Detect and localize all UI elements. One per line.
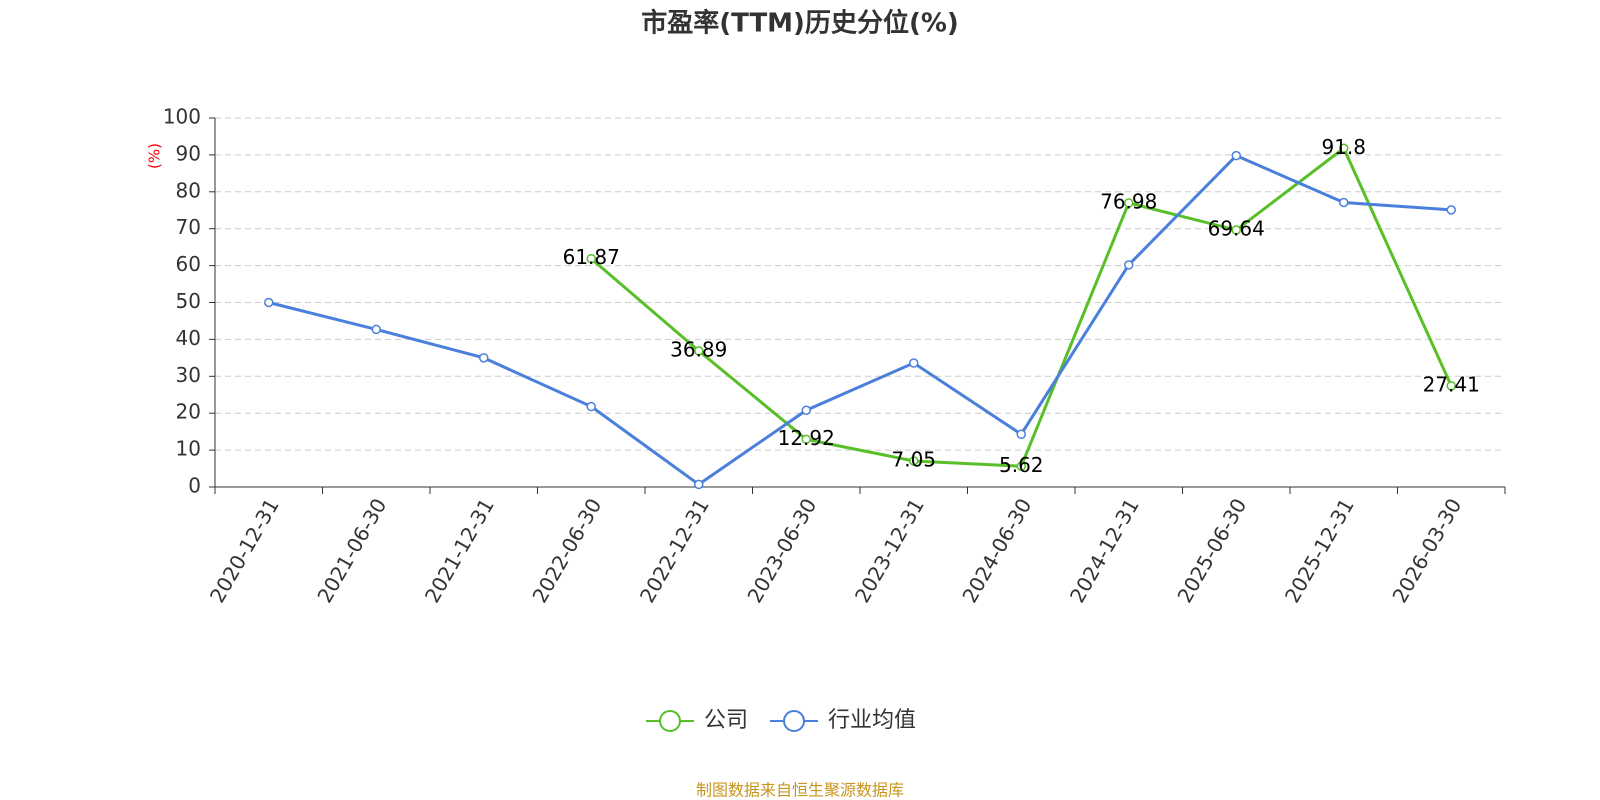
point bbox=[1446, 205, 1456, 215]
y-axis-label: (%) bbox=[146, 143, 164, 169]
y-tick-label: 100 bbox=[163, 105, 201, 129]
legend-label[interactable]: 行业均值 bbox=[828, 708, 916, 733]
point bbox=[1016, 461, 1026, 472]
data-label: 5.62 bbox=[999, 453, 1044, 477]
x-tick-label: 2023-12-31 bbox=[850, 494, 929, 607]
legend-marker[interactable] bbox=[659, 710, 681, 732]
point bbox=[1016, 429, 1026, 439]
point bbox=[1124, 260, 1134, 270]
x-tick-label: 2021-06-30 bbox=[312, 494, 391, 607]
series-line bbox=[590, 145, 1453, 468]
data-label: 7.05 bbox=[891, 447, 936, 471]
y-tick-label: 50 bbox=[176, 289, 201, 313]
x-tick-label: 2026-03-30 bbox=[1387, 494, 1466, 607]
legend-label[interactable]: 公司 bbox=[704, 708, 748, 733]
chart-title: 市盈率(TTM)历史分位(%) bbox=[641, 8, 959, 39]
y-tick-label: 0 bbox=[188, 474, 201, 498]
y-tick-label: 70 bbox=[176, 215, 201, 239]
point bbox=[1124, 198, 1134, 208]
point bbox=[909, 358, 919, 368]
y-tick-label: 60 bbox=[176, 252, 201, 276]
x-tick-label: 2021-12-31 bbox=[420, 494, 499, 607]
point bbox=[801, 405, 811, 415]
y-tick-label: 30 bbox=[176, 363, 201, 387]
x-tick-label: 2025-06-30 bbox=[1172, 494, 1251, 607]
series-line bbox=[268, 153, 1452, 487]
data-label: 69.64 bbox=[1208, 217, 1265, 241]
point bbox=[694, 479, 704, 490]
y-tick-label: 80 bbox=[176, 178, 201, 202]
x-tick-label: 2022-06-30 bbox=[527, 494, 606, 607]
x-tick-label: 2024-12-31 bbox=[1065, 494, 1144, 607]
y-tick-label: 10 bbox=[176, 437, 201, 461]
x-tick-label: 2023-06-30 bbox=[742, 494, 821, 607]
source-note: 制图数据来自恒生聚源数据库 bbox=[696, 781, 904, 800]
point bbox=[479, 353, 489, 363]
point bbox=[1231, 225, 1241, 235]
point bbox=[801, 434, 811, 445]
x-tick-label: 2025-12-31 bbox=[1280, 494, 1359, 607]
data-label: 36.89 bbox=[670, 337, 727, 361]
data-label: 91.8 bbox=[1321, 135, 1366, 159]
y-tick-label: 20 bbox=[176, 400, 201, 424]
point bbox=[1339, 197, 1349, 208]
legend-marker[interactable] bbox=[783, 710, 806, 732]
point bbox=[371, 324, 381, 335]
point bbox=[586, 401, 596, 412]
point bbox=[264, 297, 274, 308]
data-label: 27.41 bbox=[1423, 372, 1480, 396]
point bbox=[694, 346, 704, 356]
point bbox=[1339, 143, 1349, 154]
x-tick-label: 2020-12-31 bbox=[205, 494, 284, 607]
point bbox=[1231, 150, 1241, 161]
x-tick-label: 2024-06-30 bbox=[957, 494, 1036, 607]
data-label: 61.87 bbox=[563, 245, 620, 269]
x-tick-label: 2022-12-31 bbox=[635, 494, 714, 607]
y-tick-label: 90 bbox=[176, 141, 201, 165]
data-label: 76.98 bbox=[1100, 189, 1157, 213]
y-tick-label: 40 bbox=[176, 326, 201, 350]
data-label: 12.92 bbox=[778, 426, 835, 450]
point bbox=[1446, 381, 1456, 391]
point bbox=[909, 456, 919, 466]
point bbox=[586, 253, 596, 264]
